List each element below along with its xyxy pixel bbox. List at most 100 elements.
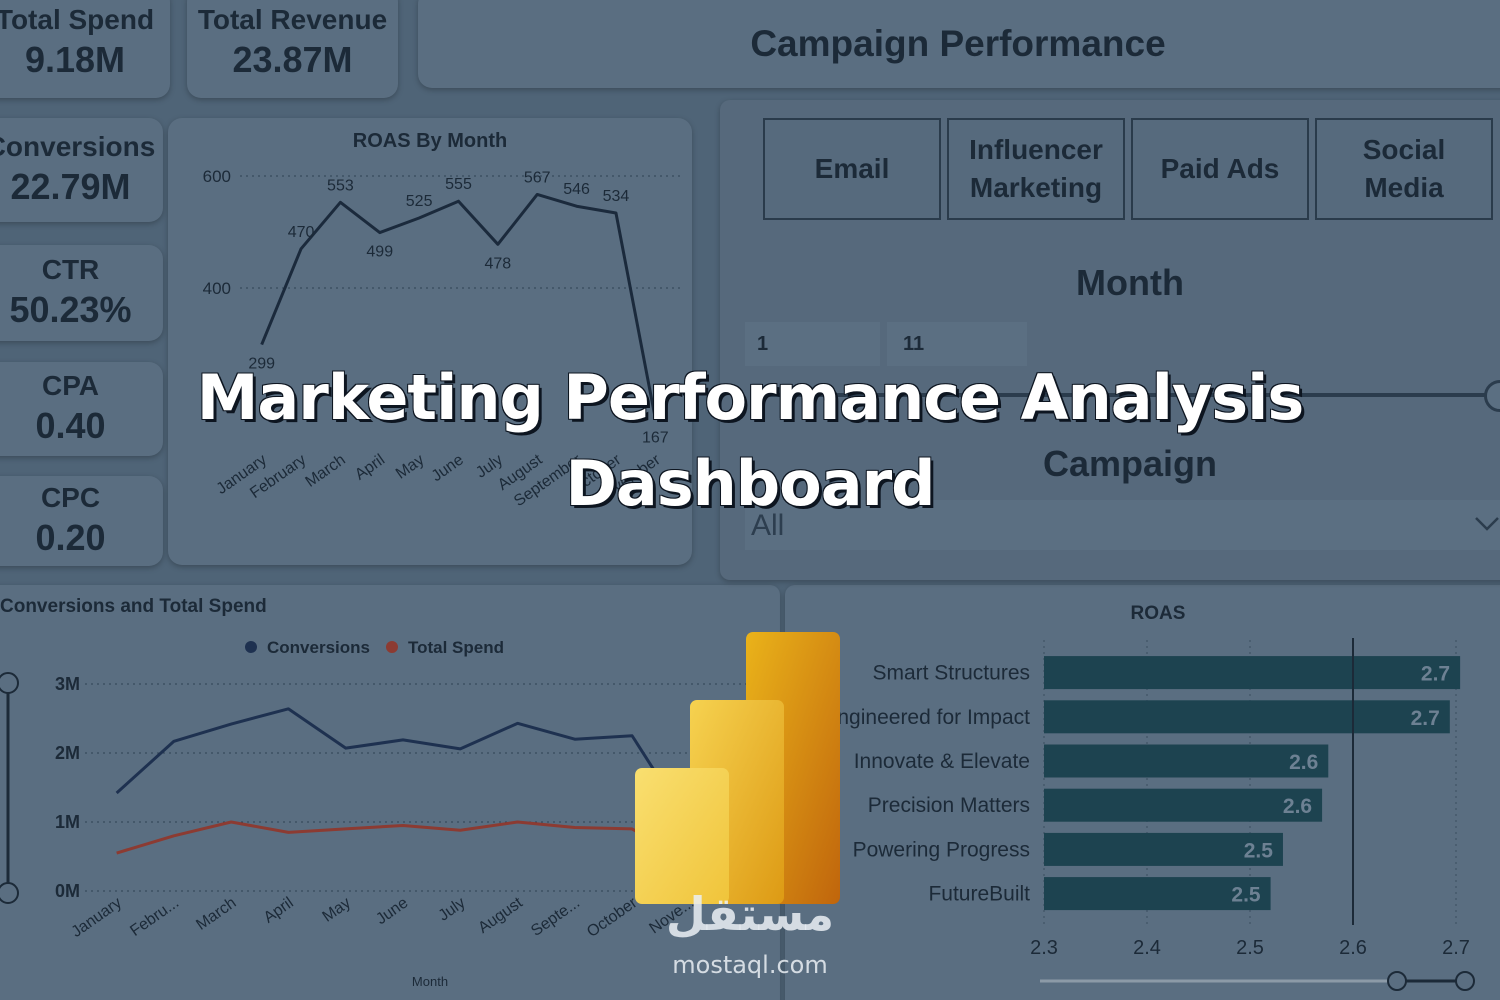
y-tick-label: Precision Matters: [868, 794, 1030, 817]
channel-button[interactable]: Email: [763, 118, 941, 220]
x-tick-label: 2.7: [1442, 937, 1470, 959]
y-tick-label: 2M: [55, 743, 80, 763]
dropdown[interactable]: All: [745, 500, 1500, 550]
legend-swatch: [245, 641, 257, 653]
slicer-input[interactable]: 11: [887, 322, 1027, 366]
data-label: 2.5: [1244, 839, 1274, 862]
bar: [1044, 877, 1271, 911]
data-label: 499: [366, 244, 393, 261]
range-handle[interactable]: [0, 882, 19, 904]
kpi-label: Conversions: [0, 131, 156, 162]
kpi-value: 22.79M: [10, 166, 131, 207]
kpi-value: 0.40: [35, 405, 106, 446]
data-label: 2.7: [1411, 707, 1440, 730]
kpi-card[interactable]: CTR 50.23%: [0, 245, 163, 341]
bar: [1044, 656, 1461, 690]
slicer-title: Month: [1076, 262, 1184, 303]
x-tick-label: 2.5: [1236, 937, 1264, 959]
y-tick-label: 1M: [55, 812, 80, 832]
line-series: [115, 707, 691, 827]
data-label: 470: [288, 224, 315, 241]
data-label: 2.7: [1421, 663, 1450, 686]
bar: [1044, 788, 1323, 822]
y-tick-label: 0M: [55, 881, 80, 901]
kpi-card[interactable]: CPC 0.20: [0, 476, 163, 566]
data-label: 2.6: [1283, 795, 1312, 818]
y-tick-label: 600: [203, 167, 231, 186]
y-tick-label: Powering Progress: [853, 838, 1030, 861]
x-tick-label: April: [261, 894, 297, 926]
kpi-label: CPA: [41, 370, 100, 401]
y-tick-label: 400: [203, 279, 231, 298]
slicer-input[interactable]: 1: [745, 322, 880, 366]
data-label: 2.6: [1289, 751, 1318, 774]
kpi-value: 0.20: [35, 517, 106, 558]
line-series: [116, 820, 691, 863]
chart-panel: [168, 118, 692, 565]
watermark-site: mostaql.com: [672, 951, 828, 979]
y-tick-label: FutureBuilt: [928, 883, 1030, 906]
slicer-title: Campaign: [1042, 443, 1218, 484]
chart-title: ROAS: [1131, 603, 1186, 624]
kpi-card[interactable]: Total Spend 9.18M: [0, 0, 170, 98]
banner-title: Marketing Performance Analysis Dashboard: [196, 361, 1305, 520]
range-handle[interactable]: [0, 672, 19, 694]
kpi-label: Total Revenue: [197, 4, 388, 35]
powerbi-logo: [635, 632, 840, 904]
y-tick-label: Innovate & Elevate: [854, 750, 1030, 773]
kpi-card[interactable]: Conversions 22.79M: [0, 118, 163, 222]
range-handle[interactable]: [1455, 971, 1475, 991]
x-tick-label: May: [320, 894, 355, 925]
data-label: 555: [445, 176, 472, 193]
kpi-value: 9.18M: [24, 39, 126, 80]
data-label: 534: [603, 188, 630, 205]
bar: [1044, 832, 1283, 866]
x-tick-label: 2.3: [1030, 937, 1058, 959]
kpi-card[interactable]: Total Revenue 23.87M: [187, 0, 398, 98]
kpi-label: Total Spend: [0, 4, 155, 35]
data-label: 546: [563, 181, 590, 198]
x-tick-label: Febru...: [127, 894, 182, 940]
y-tick-label: Engineered for Impact: [823, 706, 1030, 729]
data-label: 167: [642, 429, 669, 446]
header-title: Campaign Performance: [750, 23, 1166, 64]
line-series: [260, 192, 657, 419]
x-tick-label: 2.4: [1133, 937, 1161, 959]
kpi-card[interactable]: CPA 0.40: [0, 362, 163, 456]
bar: [1044, 744, 1329, 778]
dropdown-chevron: [1475, 517, 1499, 531]
kpi-label: CTR: [41, 254, 100, 285]
y-tick-label: 3M: [55, 674, 80, 694]
x-tick-label: Septe...: [528, 894, 583, 940]
x-tick-label: 2.6: [1339, 937, 1367, 959]
data-label: 299: [248, 356, 275, 373]
x-tick-label: March: [193, 894, 239, 933]
x-tick-label: June: [373, 894, 411, 928]
channel-button[interactable]: Influencer Marketing: [947, 118, 1125, 220]
data-label: 2.5: [1231, 884, 1261, 907]
legend-label: Total Spend: [408, 638, 504, 657]
chart-title: Conversions and Total Spend: [0, 596, 267, 617]
kpi-value: 23.87M: [232, 39, 353, 80]
channel-button[interactable]: Social Media: [1315, 118, 1493, 220]
range-handle[interactable]: [1387, 971, 1407, 991]
x-tick-label: August: [475, 894, 526, 937]
x-tick-label: January: [69, 894, 125, 941]
data-label: 553: [327, 177, 354, 194]
watermark-arabic: مستقل: [665, 887, 835, 941]
kpi-value: 50.23%: [9, 289, 132, 330]
kpi-label: CPC: [40, 482, 101, 513]
legend-label: Conversions: [267, 638, 370, 657]
legend-swatch: [385, 641, 398, 653]
header-card: Campaign Performance: [418, 0, 1500, 88]
data-label: 567: [524, 169, 551, 186]
bar: [1044, 700, 1450, 734]
chart-title: ROAS By Month: [353, 130, 507, 152]
y-tick-label: Smart Structures: [872, 662, 1030, 685]
range-track: [765, 393, 1485, 397]
data-label: 525: [406, 193, 433, 210]
channel-button[interactable]: Paid Ads: [1131, 118, 1309, 220]
x-tick-label: July: [436, 894, 469, 924]
